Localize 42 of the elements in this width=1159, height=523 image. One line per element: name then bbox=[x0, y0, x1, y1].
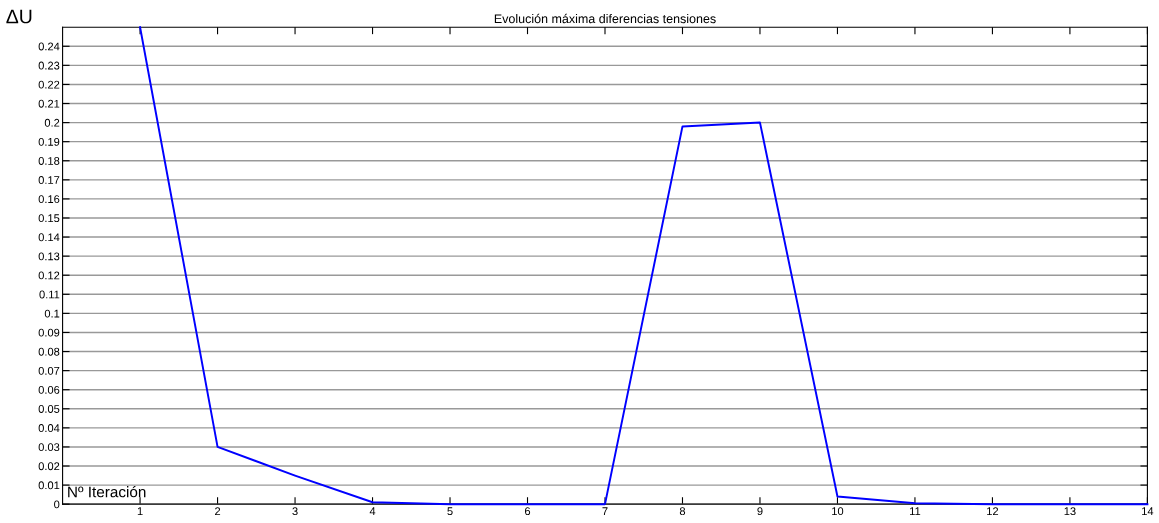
chart-title: Evolución máxima diferencias tensiones bbox=[494, 13, 716, 24]
y-tick-label: 0.11 bbox=[39, 290, 60, 299]
y-tick-label: 0.08 bbox=[38, 347, 60, 356]
x-tick-label: 8 bbox=[679, 507, 686, 516]
y-tick-label: 0.03 bbox=[38, 443, 60, 452]
y-tick-label: 0 bbox=[54, 500, 60, 509]
y-tick-label: 0.09 bbox=[38, 328, 60, 337]
y-tick-label: 0.15 bbox=[38, 214, 60, 223]
x-tick-label: 2 bbox=[215, 507, 221, 515]
x-tick-label: 6 bbox=[524, 507, 531, 516]
y-tick-label: 0.05 bbox=[38, 405, 60, 413]
y-tick-label: 0.1 bbox=[44, 309, 60, 318]
y-axis-title: ΔU bbox=[6, 9, 32, 24]
x-tick-label: 12 bbox=[987, 507, 999, 515]
y-tick-label: 0.01 bbox=[38, 481, 60, 490]
x-tick-label: 11 bbox=[910, 507, 921, 515]
y-tick-label: 0.14 bbox=[38, 233, 60, 242]
y-tick-label: 0.16 bbox=[38, 195, 60, 204]
y-tick-label: 0.12 bbox=[38, 271, 60, 280]
y-tick-label: 0.18 bbox=[38, 157, 60, 165]
x-tick-label: 13 bbox=[1064, 507, 1076, 516]
x-axis-title: Nº Iteración bbox=[68, 485, 146, 498]
y-tick-label: 0.02 bbox=[38, 462, 60, 471]
x-tick-label: 9 bbox=[757, 507, 763, 516]
y-tick-label: 0.04 bbox=[38, 424, 60, 432]
y-tick-label: 0.21 bbox=[38, 99, 60, 108]
y-tick-label: 0.23 bbox=[38, 61, 60, 70]
y-tick-label: 0.07 bbox=[38, 366, 60, 375]
x-tick-label: 14 bbox=[1142, 507, 1154, 515]
x-tick-label: 4 bbox=[369, 507, 376, 515]
y-tick-label: 0.22 bbox=[38, 80, 60, 89]
y-tick-label: 0.2 bbox=[44, 118, 60, 127]
y-tick-label: 0.17 bbox=[38, 176, 60, 184]
x-tick-label: 1 bbox=[137, 507, 143, 515]
y-tick-label: 0.24 bbox=[38, 42, 60, 51]
y-tick-label: 0.06 bbox=[38, 385, 60, 394]
y-tick-label: 0.19 bbox=[38, 137, 60, 146]
x-tick-label: 5 bbox=[447, 507, 453, 516]
y-tick-label: 0.13 bbox=[38, 252, 60, 261]
x-tick-label: 3 bbox=[292, 507, 298, 516]
x-tick-label: 7 bbox=[602, 507, 608, 515]
x-tick-label: 10 bbox=[832, 507, 844, 516]
